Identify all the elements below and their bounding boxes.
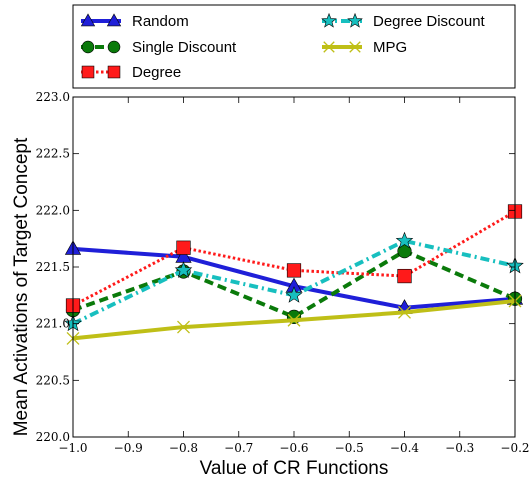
y-axis-label: Mean Activations of Target Concept: [11, 137, 32, 436]
legend-label: MPG: [373, 39, 407, 56]
legend-item-degree-discount: Degree Discount: [321, 12, 486, 30]
legend: Random Single Discount Degree Degree Discou…: [72, 4, 516, 89]
x-tick-label: −0.9: [114, 441, 143, 455]
x-tick-label: −0.6: [279, 441, 308, 455]
series-line-single-discount: [72, 249, 516, 319]
x-axis-label: Value of CR Functions: [200, 458, 389, 479]
legend-marker: [80, 13, 96, 27]
legend-marker: [347, 12, 363, 28]
y-tick-label: 220.5: [36, 373, 70, 387]
series-line-degree: [72, 210, 516, 307]
legend-marker: [107, 65, 121, 79]
x-tick-label: −0.7: [224, 441, 253, 455]
x-tick-label: −0.5: [335, 441, 364, 455]
legend-item-random: Random: [80, 13, 189, 30]
legend-label: Degree: [132, 64, 181, 81]
legend-marker: [81, 65, 95, 79]
legend-box: [72, 4, 516, 89]
data-point-degree: [286, 263, 302, 278]
legend-marker: [349, 41, 361, 53]
y-tick-label: 222.0: [36, 203, 70, 217]
data-point-mpg: [287, 313, 301, 327]
legend-marker: [321, 12, 337, 28]
data-point-degree: [176, 240, 191, 255]
plot-area: [64, 96, 524, 438]
data-point-degree-discount: [174, 261, 193, 278]
y-axis: 220.0 220.5 221.0 221.5 222.0 222.5 223.0: [36, 90, 515, 444]
y-tick-label: 223.0: [36, 90, 70, 104]
data-point-degree-discount: [285, 286, 303, 303]
legend-item-degree: Degree: [81, 64, 181, 81]
y-tick-label: 221.0: [36, 317, 70, 331]
legend-marker: [107, 40, 121, 54]
legend-item-single-discount: Single Discount: [81, 39, 237, 56]
y-tick-label: 222.5: [36, 147, 70, 161]
legend-label: Random: [132, 13, 189, 30]
y-tick-label: 220.0: [36, 430, 70, 444]
data-point-mpg: [177, 320, 190, 334]
legend-item-mpg: MPG: [322, 39, 407, 56]
data-point-mpg: [398, 305, 411, 319]
data-point-degree-discount: [395, 231, 414, 249]
x-tick-label: −0.4: [390, 441, 420, 455]
x-tick-label: −1.0: [58, 441, 87, 455]
legend-label: Degree Discount: [373, 13, 486, 30]
legend-label: Single Discount: [132, 39, 237, 56]
y-tick-label: 221.5: [36, 260, 70, 274]
legend-marker: [81, 40, 95, 54]
x-tick-label: −0.2: [500, 441, 529, 455]
x-tick-label: −0.3: [445, 441, 474, 455]
x-tick-label: −0.8: [169, 441, 198, 455]
x-axis: −1.0 −0.9 −0.8 −0.7 −0.6 −0.5 −0.4 −0.3 −0.2: [58, 97, 530, 455]
legend-marker: [323, 41, 335, 53]
legend-marker: [106, 13, 122, 27]
data-point-degree: [397, 268, 412, 284]
